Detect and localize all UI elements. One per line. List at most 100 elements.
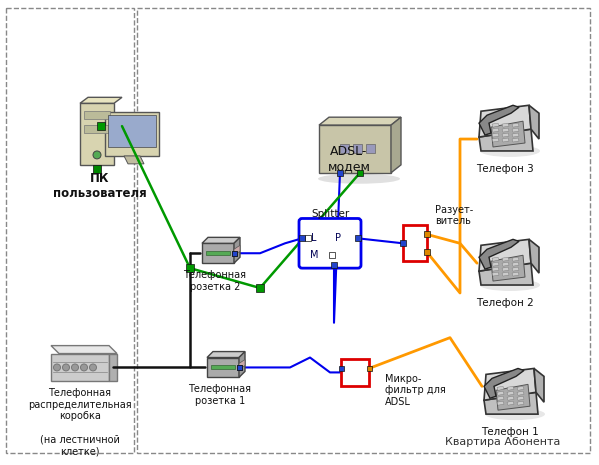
Bar [357,170,363,176]
Polygon shape [80,103,114,165]
Polygon shape [507,401,514,405]
Polygon shape [479,105,519,135]
Polygon shape [507,386,514,390]
Bar [231,251,237,256]
Polygon shape [492,257,499,261]
Bar [231,251,237,256]
Circle shape [53,364,60,371]
Bar [367,366,371,371]
Polygon shape [497,391,504,395]
Polygon shape [507,391,514,395]
Polygon shape [512,138,519,142]
Circle shape [62,364,69,371]
Polygon shape [529,239,539,273]
Polygon shape [497,401,504,405]
Text: ADSL-
модем: ADSL- модем [328,145,371,173]
Polygon shape [534,368,544,402]
Bar [305,235,311,241]
Polygon shape [529,105,539,139]
Polygon shape [512,272,519,276]
Polygon shape [502,133,509,137]
Polygon shape [492,272,499,276]
Text: ПК
пользователя: ПК пользователя [53,172,147,199]
Text: Телефонная
розетка 1: Телефонная розетка 1 [189,385,252,406]
Ellipse shape [318,174,400,184]
Text: Телефонная
розетка 2: Телефонная розетка 2 [183,270,247,292]
Polygon shape [497,386,504,390]
Polygon shape [207,358,239,378]
Polygon shape [512,267,519,271]
Text: Телефон 2: Телефон 2 [476,298,534,308]
Polygon shape [502,257,509,261]
Bar [424,249,430,255]
Polygon shape [517,386,524,390]
Bar [403,226,427,261]
Ellipse shape [480,145,540,157]
Polygon shape [491,121,525,147]
Text: Splitter: Splitter [311,208,349,219]
Polygon shape [491,255,525,281]
Bar [108,115,156,147]
Polygon shape [484,368,536,400]
Polygon shape [211,365,235,369]
Polygon shape [517,396,524,400]
Polygon shape [51,345,117,353]
Bar [424,232,430,237]
Bar [340,144,349,153]
Polygon shape [502,262,509,266]
Polygon shape [234,237,240,263]
Polygon shape [502,267,509,271]
Bar [237,365,241,370]
Bar [355,235,361,241]
Text: Телефонная
распределительная
коробка

(на лестничной
клетке): Телефонная распределительная коробка (на… [28,388,132,456]
Bar [137,8,590,453]
Circle shape [71,364,78,371]
Polygon shape [512,262,519,266]
Polygon shape [391,117,401,173]
Polygon shape [502,138,509,142]
Polygon shape [109,353,117,381]
Bar [256,284,264,292]
Polygon shape [512,257,519,261]
Circle shape [93,151,101,159]
Polygon shape [479,263,533,285]
Polygon shape [207,352,245,358]
Text: Микро-
фильтр для
ADSL: Микро- фильтр для ADSL [385,374,446,407]
Bar [84,125,110,133]
Polygon shape [492,123,499,127]
Polygon shape [492,128,499,132]
Polygon shape [479,239,531,271]
Bar [299,235,305,241]
Polygon shape [484,392,538,414]
Bar [6,8,134,453]
Polygon shape [239,352,245,378]
Polygon shape [234,246,240,255]
Polygon shape [105,112,159,156]
Text: M: M [310,250,318,260]
Polygon shape [517,391,524,395]
Text: Телефон 3: Телефон 3 [476,164,534,174]
Polygon shape [492,262,499,266]
Polygon shape [497,396,504,400]
Text: P: P [335,233,341,243]
Polygon shape [202,237,240,243]
Bar [337,170,343,176]
Bar [237,365,241,370]
Bar [400,240,406,246]
Polygon shape [479,105,531,137]
Circle shape [89,364,96,371]
Circle shape [80,364,87,371]
Polygon shape [496,385,530,410]
Bar [338,366,343,371]
Polygon shape [239,359,245,369]
Polygon shape [517,401,524,405]
Polygon shape [502,272,509,276]
Polygon shape [479,239,519,269]
Polygon shape [51,353,109,381]
Polygon shape [507,396,514,400]
Bar [353,144,362,153]
Bar [331,262,337,268]
Polygon shape [512,123,519,127]
Bar [93,165,101,173]
Polygon shape [479,129,533,151]
